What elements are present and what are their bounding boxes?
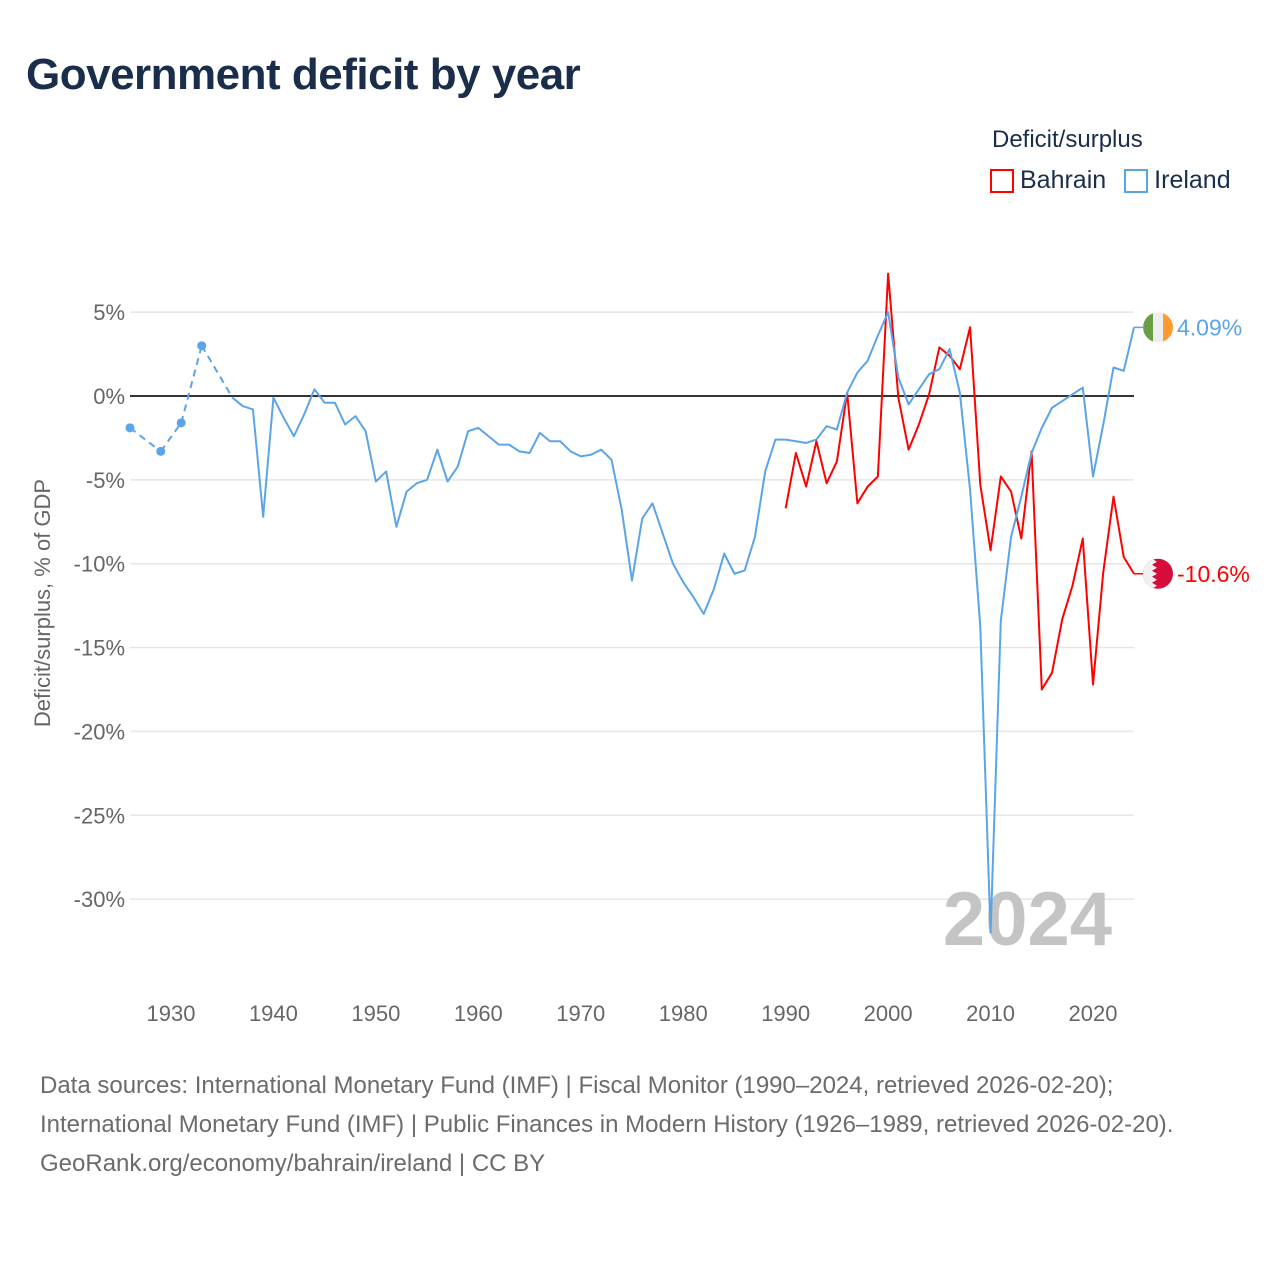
legend-title: Deficit/surplus — [992, 126, 1143, 153]
legend-swatch-ireland — [1124, 168, 1149, 193]
end-value-label-ireland: 4.09% — [1177, 314, 1242, 340]
x-tick-label: 1940 — [249, 1001, 298, 1026]
x-tick-label: 1980 — [659, 1001, 708, 1026]
series-line-ireland — [231, 311, 1135, 934]
legend-label-ireland: Ireland — [1154, 166, 1231, 194]
legend-label-bahrain: Bahrain — [1020, 166, 1107, 194]
y-tick-label: -25% — [74, 803, 125, 828]
x-tick-label: 1950 — [351, 1001, 400, 1026]
series-gap-dashed-ireland — [200, 345, 234, 399]
y-tick-label: 0% — [93, 384, 125, 409]
chart-title: Government deficit by year — [26, 50, 581, 99]
y-tick-label: -5% — [86, 468, 125, 493]
current-year-watermark: 2024 — [943, 877, 1112, 962]
legend-item-ireland[interactable]: Ireland — [1124, 166, 1231, 195]
flag-ireland-orange — [1163, 313, 1173, 342]
y-tick-label: -10% — [74, 552, 125, 577]
legend-swatch-bahrain — [990, 168, 1014, 193]
y-axis-label: Deficit/surplus, % of GDP — [30, 479, 55, 727]
x-tick-label: 2010 — [966, 1001, 1015, 1026]
x-tick-label: 2000 — [864, 1001, 913, 1026]
series-gap-dashed-ireland — [129, 427, 162, 453]
x-tick-label: 1960 — [454, 1001, 503, 1026]
series-line-bahrain — [784, 272, 1135, 691]
x-tick-label: 1930 — [147, 1001, 196, 1026]
legend: Bahrain Ireland — [990, 166, 1231, 195]
series-gap-dashed-ireland — [180, 345, 203, 424]
attribution-link[interactable]: GeoRank.org/economy/bahrain/ireland | CC… — [40, 1150, 546, 1177]
y-tick-label: -20% — [74, 719, 125, 744]
x-tick-label: 2020 — [1069, 1001, 1118, 1026]
series-gap-dashed-ireland — [159, 422, 183, 452]
footer: Data sources: International Monetary Fun… — [40, 1066, 1240, 1183]
end-value-label-bahrain: -10.6% — [1177, 561, 1250, 587]
legend-item-bahrain[interactable]: Bahrain — [990, 166, 1106, 195]
y-tick-label: -30% — [74, 887, 125, 912]
y-tick-label: -15% — [74, 636, 125, 661]
x-tick-label: 1970 — [556, 1001, 605, 1026]
flag-ireland-green — [1143, 313, 1153, 342]
y-tick-label: 5% — [93, 300, 125, 325]
x-tick-label: 1990 — [761, 1001, 810, 1026]
data-sources: Data sources: International Monetary Fun… — [40, 1072, 1174, 1138]
flag-bahrain-white — [1143, 558, 1157, 589]
